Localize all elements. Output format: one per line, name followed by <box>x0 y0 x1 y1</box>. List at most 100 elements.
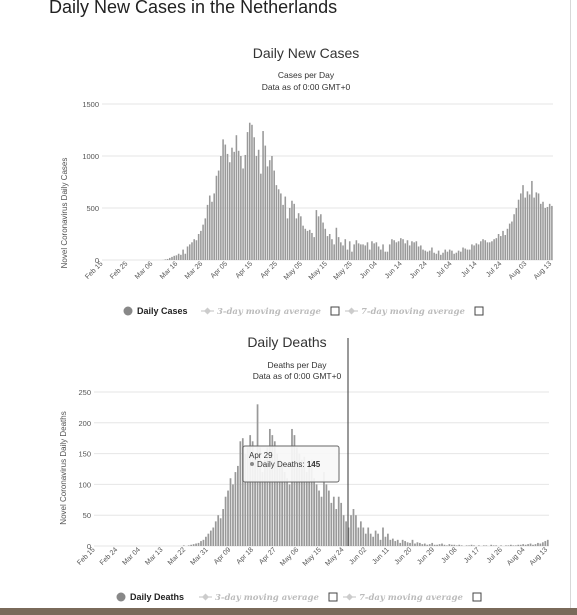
bar[interactable] <box>522 544 525 546</box>
bar[interactable] <box>253 137 255 260</box>
bar[interactable] <box>437 250 440 260</box>
bar[interactable] <box>335 509 338 546</box>
bar[interactable] <box>184 253 187 260</box>
bar[interactable] <box>505 545 507 546</box>
bar[interactable] <box>188 244 191 260</box>
bar[interactable] <box>318 490 320 546</box>
legend-marker-daily-cases[interactable] <box>123 306 133 316</box>
bar[interactable] <box>519 544 522 546</box>
bar[interactable] <box>232 484 234 546</box>
bar[interactable] <box>478 545 480 546</box>
bar[interactable] <box>273 441 276 546</box>
bar[interactable] <box>386 251 389 260</box>
bar[interactable] <box>286 478 288 546</box>
bar[interactable] <box>367 527 370 546</box>
bar[interactable] <box>486 242 489 260</box>
bar[interactable] <box>360 244 362 260</box>
bar[interactable] <box>300 216 302 260</box>
bar[interactable] <box>186 246 189 260</box>
bar[interactable] <box>313 237 315 260</box>
bar[interactable] <box>377 533 379 546</box>
bar[interactable] <box>374 530 377 546</box>
bar[interactable] <box>224 496 227 546</box>
bar[interactable] <box>249 435 252 546</box>
bar[interactable] <box>508 223 511 260</box>
legend-item-7day-average[interactable]: 7-day moving average <box>361 307 465 317</box>
bar[interactable] <box>517 544 520 546</box>
bar[interactable] <box>406 542 409 546</box>
bar[interactable] <box>500 545 502 546</box>
bar[interactable] <box>241 438 244 546</box>
bar[interactable] <box>166 258 169 260</box>
bar[interactable] <box>468 249 471 260</box>
bar[interactable] <box>531 180 533 260</box>
bar[interactable] <box>193 239 195 260</box>
bar[interactable] <box>324 228 327 260</box>
bar[interactable] <box>460 251 462 260</box>
bar[interactable] <box>220 156 222 260</box>
bar[interactable] <box>239 441 242 546</box>
bar[interactable] <box>484 240 487 260</box>
bar[interactable] <box>495 545 497 546</box>
legend-marker-3day[interactable] <box>201 307 214 315</box>
bar[interactable] <box>273 170 275 260</box>
bar[interactable] <box>175 255 178 260</box>
bar[interactable] <box>330 502 333 546</box>
bar[interactable] <box>288 208 291 260</box>
bar[interactable] <box>195 543 197 546</box>
bar[interactable] <box>394 541 397 546</box>
bar[interactable] <box>540 203 542 260</box>
bar[interactable] <box>468 545 470 546</box>
bar[interactable] <box>423 543 426 546</box>
bar[interactable] <box>471 244 473 260</box>
bar[interactable] <box>537 193 540 260</box>
bar[interactable] <box>548 203 551 260</box>
bar[interactable] <box>482 239 484 260</box>
bar[interactable] <box>291 200 293 260</box>
bar[interactable] <box>297 213 300 260</box>
bar[interactable] <box>551 205 553 260</box>
bar[interactable] <box>259 447 261 546</box>
bar[interactable] <box>208 195 211 260</box>
bar[interactable] <box>371 241 373 260</box>
bar[interactable] <box>377 246 380 260</box>
bar[interactable] <box>443 544 446 546</box>
bar[interactable] <box>441 543 443 546</box>
bar[interactable] <box>391 538 394 546</box>
bar[interactable] <box>401 539 404 546</box>
checkbox-7day[interactable] <box>474 306 484 316</box>
bar[interactable] <box>442 252 444 260</box>
legend-marker-7day[interactable] <box>345 307 358 315</box>
bar[interactable] <box>502 230 504 260</box>
bar[interactable] <box>237 465 239 546</box>
bar[interactable] <box>490 544 493 546</box>
bar[interactable] <box>200 541 202 546</box>
bar[interactable] <box>396 539 399 546</box>
bar[interactable] <box>411 241 413 260</box>
bar[interactable] <box>453 253 455 260</box>
bar[interactable] <box>207 533 210 546</box>
bar[interactable] <box>433 544 436 546</box>
bar[interactable] <box>510 544 512 546</box>
bar[interactable] <box>450 544 453 546</box>
legend-marker-daily-deaths[interactable] <box>116 592 126 602</box>
bar[interactable] <box>353 244 355 260</box>
bar[interactable] <box>421 544 424 546</box>
bar[interactable] <box>350 515 352 546</box>
bar[interactable] <box>213 193 215 260</box>
bar[interactable] <box>298 453 301 546</box>
bar[interactable] <box>515 208 518 260</box>
bar[interactable] <box>204 218 207 260</box>
bar[interactable] <box>419 542 421 546</box>
bar[interactable] <box>251 124 253 260</box>
bar[interactable] <box>382 527 384 546</box>
bar[interactable] <box>511 221 513 260</box>
bar[interactable] <box>222 509 224 546</box>
bar[interactable] <box>529 543 532 546</box>
bar[interactable] <box>264 459 266 546</box>
bar[interactable] <box>302 225 304 260</box>
bar[interactable] <box>475 243 478 260</box>
bar[interactable] <box>320 496 323 546</box>
bar[interactable] <box>488 242 491 260</box>
bar[interactable] <box>431 542 434 546</box>
